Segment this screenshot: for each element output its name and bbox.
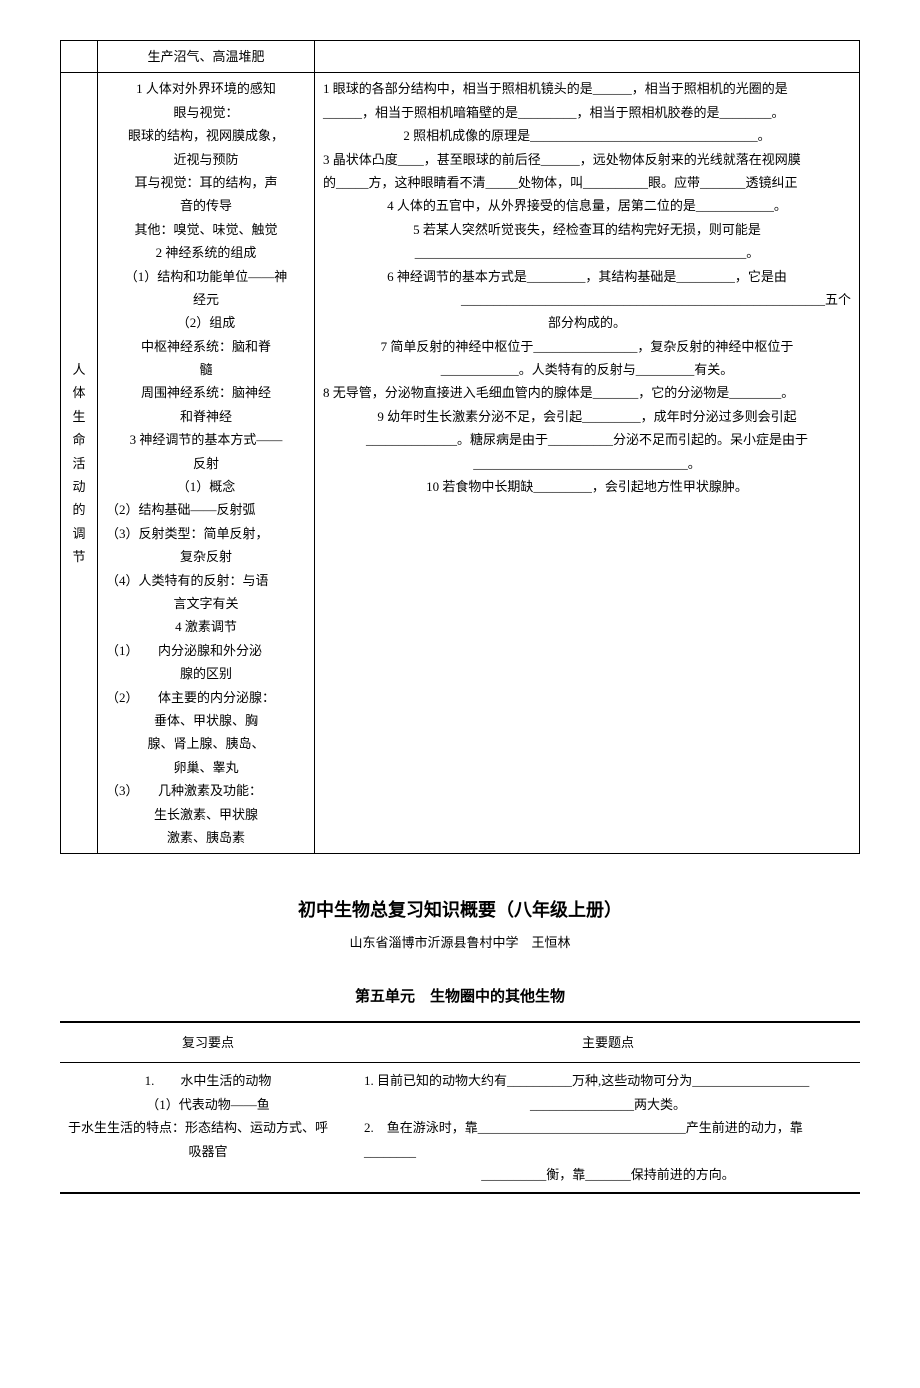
question-line: 部分构成的。: [323, 311, 851, 334]
outline-line: 垂体、甲状腺、胸: [106, 709, 306, 732]
outline-line: （4）人类特有的反射：与语: [106, 569, 306, 592]
question-line: 9 幼年时生长激素分泌不足，会引起_________，成年时分泌过多则会引起: [323, 405, 851, 428]
outline-line: 经元: [106, 288, 306, 311]
outline-line: （1） 内分泌腺和外分泌: [106, 639, 306, 662]
t1-vertical-label: 人 体 生 命 活 动 的 调 节: [61, 73, 98, 854]
question-line: ______，相当于照相机暗箱壁的是_________，相当于照相机胶卷的是__…: [323, 101, 851, 124]
vchar: 节: [69, 545, 89, 568]
outline-line: （2）结构基础——反射弧: [106, 498, 306, 521]
question-line: ________________________________________…: [323, 288, 851, 311]
t2-outline-line: 于水生生活的特点：形态结构、运动方式、呼: [68, 1116, 348, 1139]
outline-line: 和脊神经: [106, 405, 306, 428]
t1-r0-c3: [315, 41, 860, 73]
outline-line: 生长激素、甲状腺: [106, 803, 306, 826]
question-line: 3 晶状体凸度____，甚至眼球的前后径______，远处物体反射来的光线就落在…: [323, 148, 851, 171]
outline-line: 激素、胰岛素: [106, 826, 306, 849]
outline-line: 周围神经系统：脑神经: [106, 381, 306, 404]
vchar: 的: [69, 498, 89, 521]
t2-outline-cell: 1. 水中生活的动物 （1）代表动物——鱼 于水生生活的特点：形态结构、运动方式…: [60, 1063, 356, 1193]
vchar: 活: [69, 452, 89, 475]
outline-line: 眼与视觉：: [106, 101, 306, 124]
page-subtitle: 山东省淄博市沂源县鲁村中学 王恒林: [60, 931, 860, 954]
outline-line: 复杂反射: [106, 545, 306, 568]
outline-line: 3 神经调节的基本方式——: [106, 428, 306, 451]
outline-line: 1 人体对外界环境的感知: [106, 77, 306, 100]
question-line: ____________。人类特有的反射与_________有关。: [323, 358, 851, 381]
vchar: 生: [69, 405, 89, 428]
outline-line: 2 神经系统的组成: [106, 241, 306, 264]
outline-line: （3） 几种激素及功能：: [106, 779, 306, 802]
t2-question-line: ________________两大类。: [364, 1093, 852, 1116]
question-line: 10 若食物中长期缺_________，会引起地方性甲状腺肿。: [323, 475, 851, 498]
t2-question-line: 2. 鱼在游泳时，靠______________________________…: [364, 1116, 852, 1163]
question-line: 5 若某人突然听觉丧失，经检查耳的结构完好无损，则可能是: [323, 218, 851, 241]
t2-outline-line: 1. 水中生活的动物: [68, 1069, 348, 1092]
outline-line: 中枢神经系统：脑和脊: [106, 335, 306, 358]
unit-title: 第五单元 生物圈中的其他生物: [60, 984, 860, 1011]
vchar: 命: [69, 428, 89, 451]
t1-outline-column: 1 人体对外界环境的感知 眼与视觉： 眼球的结构，视网膜成象， 近视与预防 耳与…: [98, 73, 315, 854]
question-line: ______________。糖尿病是由于__________分泌不足而引起的。…: [323, 428, 851, 451]
outline-line: 4 激素调节: [106, 615, 306, 638]
outline-line: 耳与视觉：耳的结构，声: [106, 171, 306, 194]
vchar: 体: [69, 381, 89, 404]
question-line: 6 神经调节的基本方式是_________，其结构基础是_________，它是…: [323, 265, 851, 288]
t1-questions-column: 1 眼球的各部分结构中，相当于照相机镜头的是______，相当于照相机的光圈的是…: [315, 73, 860, 854]
question-line: 7 简单反射的神经中枢位于________________，复杂反射的神经中枢位…: [323, 335, 851, 358]
question-line: 1 眼球的各部分结构中，相当于照相机镜头的是______，相当于照相机的光圈的是: [323, 77, 851, 100]
review-table-2: 复习要点 主要题点 1. 水中生活的动物 （1）代表动物——鱼 于水生生活的特点…: [60, 1021, 860, 1194]
review-table-1: 生产沼气、高温堆肥 人 体 生 命 活 动 的 调 节 1 人体对外界环境的感知…: [60, 40, 860, 854]
t2-header-1: 复习要点: [60, 1022, 356, 1063]
outline-line: 眼球的结构，视网膜成象，: [106, 124, 306, 147]
t2-question-line: __________衡，靠_______保持前进的方向。: [364, 1163, 852, 1186]
outline-line: （2）组成: [106, 311, 306, 334]
question-line: 8 无导管，分泌物直接进入毛细血管内的腺体是_______，它的分泌物是____…: [323, 381, 851, 404]
outline-line: 音的传导: [106, 194, 306, 217]
question-line: 的_____方，这种眼睛看不清_____处物体，叫__________眼。应带_…: [323, 171, 851, 194]
t2-questions-cell: 1. 目前已知的动物大约有__________万种,这些动物可分为_______…: [356, 1063, 860, 1193]
t2-outline-line: （1）代表动物——鱼: [68, 1093, 348, 1116]
vchar: 人: [69, 358, 89, 381]
outline-line: 近视与预防: [106, 148, 306, 171]
outline-line: （2） 体主要的内分泌腺：: [106, 686, 306, 709]
outline-line: 腺的区别: [106, 662, 306, 685]
outline-line: 其他：嗅觉、味觉、触觉: [106, 218, 306, 241]
outline-line: 言文字有关: [106, 592, 306, 615]
outline-line: 髓: [106, 358, 306, 381]
question-line: 4 人体的五官中，从外界接受的信息量，居第二位的是____________。: [323, 194, 851, 217]
vchar: 调: [69, 522, 89, 545]
outline-line: 卵巢、睾丸: [106, 756, 306, 779]
question-line: ________________________________________…: [323, 241, 851, 264]
question-line: 2 照相机成像的原理是_____________________________…: [323, 124, 851, 147]
outline-line: （1）结构和功能单位——神: [106, 265, 306, 288]
vchar: 动: [69, 475, 89, 498]
outline-line: 腺、肾上腺、胰岛、: [106, 732, 306, 755]
question-line: _________________________________。: [323, 452, 851, 475]
t1-r0-c1: [61, 41, 98, 73]
outline-line: 反射: [106, 452, 306, 475]
outline-line: （1）概念: [106, 475, 306, 498]
t2-outline-line: 吸器官: [68, 1140, 348, 1163]
page-title: 初中生物总复习知识概要（八年级上册）: [60, 894, 860, 926]
t2-header-2: 主要题点: [356, 1022, 860, 1063]
t1-r0-c2: 生产沼气、高温堆肥: [98, 41, 315, 73]
t2-question-line: 1. 目前已知的动物大约有__________万种,这些动物可分为_______…: [364, 1069, 852, 1092]
outline-line: （3）反射类型：简单反射，: [106, 522, 306, 545]
